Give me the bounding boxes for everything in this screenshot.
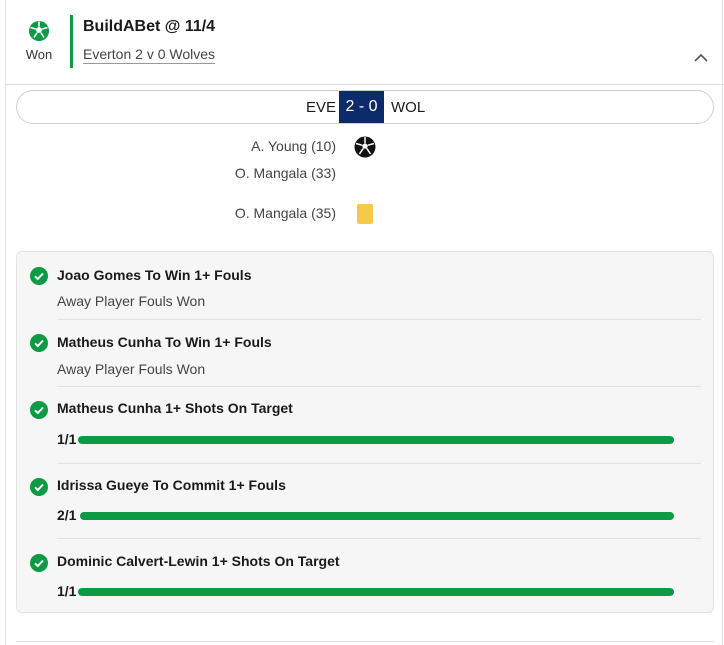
selection-title: Matheus Cunha 1+ Shots On Target: [57, 400, 293, 416]
divider: [57, 319, 701, 320]
check-circle-icon: [30, 554, 48, 572]
selections-list: Joao Gomes To Win 1+ Fouls Away Player F…: [16, 251, 714, 613]
event-player: A. Young (10): [251, 138, 336, 154]
divider: [57, 538, 701, 539]
selection-title: Idrissa Gueye To Commit 1+ Fouls: [57, 477, 286, 493]
progress-fill: [78, 436, 674, 444]
status-label: Won: [25, 47, 53, 62]
match-events: A. Young (10) O. Mangala (33) O. Mangala…: [6, 130, 724, 230]
event-player: O. Mangala (35): [234, 205, 336, 221]
divider: [57, 463, 701, 464]
progress-bar: [78, 436, 674, 444]
bet-title: BuildABet @ 11/4: [83, 18, 216, 35]
selection-title: Matheus Cunha To Win 1+ Fouls: [57, 334, 272, 350]
yellow-card-icon: [357, 204, 373, 224]
status-bar: [70, 15, 73, 68]
divider: [16, 641, 714, 642]
progress-bar: [78, 588, 674, 596]
event-player: O. Mangala (33): [234, 165, 336, 181]
check-circle-icon: [30, 478, 48, 496]
goal-icon: [354, 136, 376, 158]
chevron-up-icon[interactable]: [689, 46, 713, 70]
progress-label: 1/1: [57, 431, 77, 447]
home-team: EVE: [305, 99, 336, 116]
progress-fill: [80, 512, 674, 520]
progress-bar: [80, 512, 674, 520]
bet-header[interactable]: Won BuildABet @ 11/4 Everton 2 v 0 Wolve…: [6, 0, 724, 85]
football-won-icon: [29, 21, 49, 41]
selection-subtitle: Away Player Fouls Won: [57, 293, 206, 309]
divider: [57, 386, 701, 387]
progress-label: 2/1: [57, 507, 77, 523]
bet-status: Won: [22, 20, 56, 62]
away-team: WOL: [391, 99, 426, 116]
check-circle-icon: [30, 401, 48, 419]
selection-title: Joao Gomes To Win 1+ Fouls: [57, 267, 252, 283]
selection-title: Dominic Calvert-Lewin 1+ Shots On Target: [57, 553, 340, 569]
check-circle-icon: [30, 334, 48, 352]
progress-fill: [78, 588, 674, 596]
selection-subtitle: Away Player Fouls Won: [57, 361, 206, 377]
progress-label: 1/1: [57, 583, 77, 599]
check-circle-icon: [30, 267, 48, 285]
bet-card: Won BuildABet @ 11/4 Everton 2 v 0 Wolve…: [5, 0, 724, 645]
scoreboard: EVE 2 - 0 WOL: [16, 90, 714, 124]
score: 2 - 0: [339, 91, 384, 123]
match-link[interactable]: Everton 2 v 0 Wolves: [83, 46, 216, 64]
